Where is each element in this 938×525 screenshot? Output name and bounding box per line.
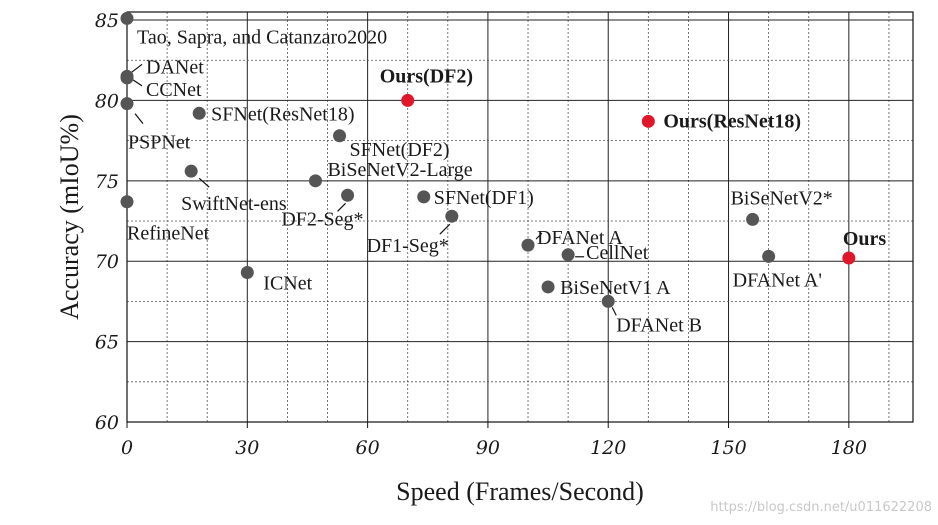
- x-tick-label: 120: [590, 437, 626, 459]
- plot-frame: [126, 11, 914, 423]
- leader-line: [439, 223, 451, 235]
- y-axis-title: Accuracy (mIoU%): [55, 114, 84, 320]
- baseline-point: [762, 249, 776, 263]
- y-tick-label: 70: [95, 251, 119, 273]
- point-label: BiSeNetV1 A: [560, 277, 671, 299]
- point-label: SFNet(DF1): [434, 187, 534, 209]
- leader-line: [198, 177, 210, 188]
- y-tick-label: 60: [95, 412, 119, 434]
- point-label: DFANet B: [616, 314, 702, 336]
- point-label: DFANet A': [733, 269, 822, 291]
- baseline-point: [192, 106, 206, 120]
- watermark-text: https://blog.csdn.net/u011622208: [710, 500, 932, 515]
- x-axis-title: Speed (Frames/Second): [396, 477, 644, 506]
- leader-line: [132, 79, 143, 87]
- point-label: SFNet(DF2): [350, 139, 450, 161]
- point-label: Ours: [843, 228, 887, 250]
- point-label: SwiftNet-ens: [181, 193, 287, 215]
- point-label: CCNet: [146, 79, 202, 101]
- x-tick-label: 30: [235, 437, 259, 459]
- baseline-point: [120, 11, 134, 25]
- leader-lines: [128, 63, 617, 316]
- baseline-point: [184, 164, 198, 178]
- point-label: DFANet A: [537, 227, 623, 249]
- baseline-point: [445, 209, 459, 223]
- x-tick-label: 0: [121, 437, 133, 459]
- y-tick-label: 80: [95, 90, 119, 112]
- point-label: SFNet(ResNet18): [211, 103, 354, 125]
- x-tick-label: 90: [476, 437, 500, 459]
- baseline-point: [417, 190, 431, 204]
- point-label: DF1-Seg*: [367, 235, 449, 257]
- point-label: DF2-Seg*: [281, 208, 363, 230]
- point-label: Ours(ResNet18): [663, 110, 801, 132]
- baseline-point: [746, 212, 760, 226]
- baseline-point: [341, 188, 355, 202]
- baseline-point: [561, 248, 575, 262]
- baseline-point: [240, 265, 254, 279]
- point-label: BiSeNetV2-Large: [327, 159, 472, 181]
- x-tick-label: 180: [831, 437, 867, 459]
- y-tick-label: 85: [95, 10, 119, 32]
- leader-line: [535, 232, 543, 240]
- ours-point: [842, 251, 856, 265]
- baseline-point: [601, 294, 615, 308]
- point-label: BiSeNetV2*: [731, 187, 833, 209]
- point-label: RefineNet: [127, 223, 210, 245]
- y-tick-label: 75: [95, 171, 119, 193]
- baseline-point: [120, 71, 134, 85]
- data-points: [120, 11, 856, 308]
- leader-line: [337, 202, 346, 212]
- point-label: CellNet: [586, 242, 649, 264]
- point-label: Ours(DF2): [380, 65, 473, 87]
- axis-ticks: 0 30 60 90 120 150 180 60 65 70 75 80 85: [95, 10, 867, 459]
- leader-line: [134, 113, 144, 125]
- y-tick-label: 65: [95, 332, 119, 354]
- baseline-point: [308, 174, 322, 188]
- baseline-point: [120, 195, 134, 209]
- baseline-point: [521, 238, 535, 252]
- baseline-point: [541, 280, 555, 294]
- x-tick-label: 150: [710, 437, 746, 459]
- baseline-point: [120, 97, 134, 111]
- point-label: ICNet: [263, 272, 312, 294]
- leader-line: [611, 307, 617, 316]
- x-tick-label: 60: [356, 437, 380, 459]
- point-label: Tao, Sapra, and Catanzaro2020: [137, 26, 387, 48]
- grid: [127, 12, 913, 422]
- baseline-point: [333, 129, 347, 143]
- ours-point: [401, 93, 415, 107]
- ours-point: [641, 114, 655, 128]
- point-label: PSPNet: [128, 132, 191, 154]
- point-label: DANet: [146, 56, 204, 78]
